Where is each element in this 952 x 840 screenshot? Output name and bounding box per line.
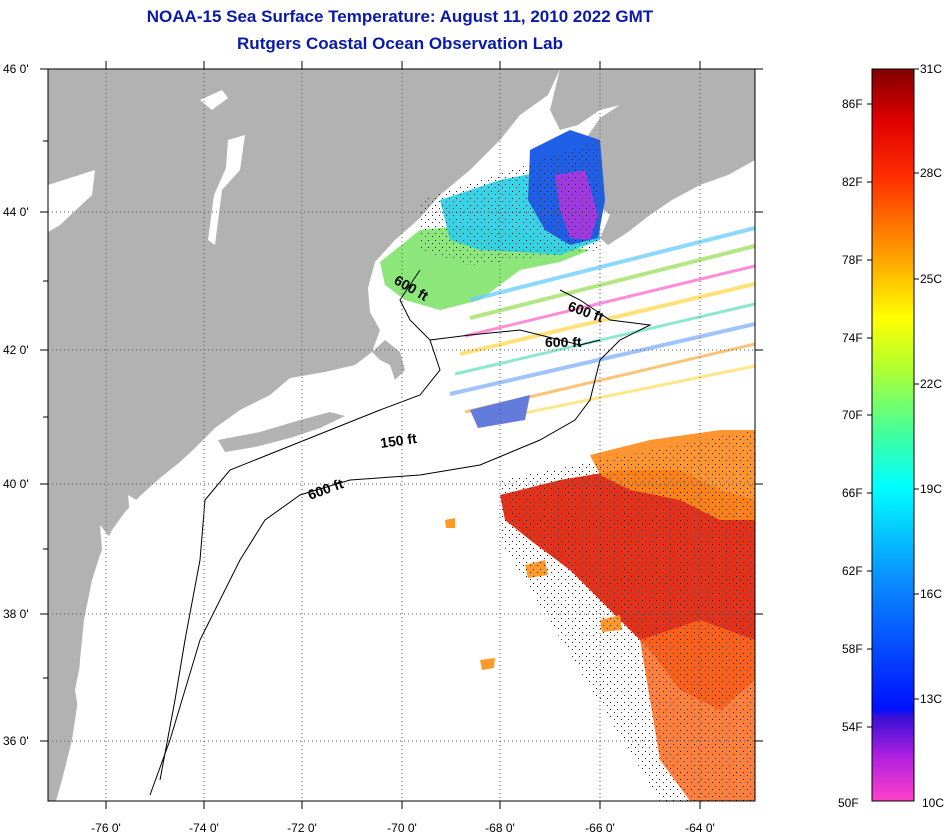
colorbar-f-label: 86F bbox=[842, 97, 863, 111]
colorbar-c-label: 16C bbox=[920, 587, 942, 601]
colorbar-c-label: 10C bbox=[922, 796, 944, 810]
colorbar-c-label: 25C bbox=[920, 272, 942, 286]
lon-label: -76 0' bbox=[91, 821, 121, 835]
lat-label: 42 0' bbox=[3, 343, 29, 357]
chesapeake-bay bbox=[75, 525, 112, 720]
colorbar bbox=[871, 68, 915, 802]
colorbar-f-label: 70F bbox=[842, 408, 863, 422]
bathymetry-contours bbox=[149, 269, 652, 796]
map-subtitle: Rutgers Coastal Ocean Observation Lab bbox=[237, 34, 563, 53]
colorbar-c-label: 19C bbox=[920, 482, 942, 496]
sst-speckle bbox=[420, 140, 600, 265]
colorbar-f-label: 74F bbox=[842, 331, 863, 345]
contour-label: 600 ft bbox=[545, 334, 582, 350]
land-us-mainland bbox=[48, 69, 560, 801]
lat-label: 38 0' bbox=[3, 607, 29, 621]
colorbar-f-label: 54F bbox=[842, 720, 863, 734]
land-long-island bbox=[218, 412, 345, 452]
lon-label: -74 0' bbox=[189, 821, 219, 835]
contour-label: 150 ft bbox=[379, 430, 418, 451]
lon-label: -70 0' bbox=[387, 821, 417, 835]
sst-warm-speckle bbox=[500, 430, 755, 801]
lon-label: -66 0' bbox=[585, 821, 615, 835]
axis-ticks bbox=[40, 61, 763, 809]
sst-swath-streaks bbox=[449, 226, 755, 428]
lat-label: 40 0' bbox=[3, 477, 29, 491]
colorbar-f-label: 82F bbox=[842, 175, 863, 189]
lat-label: 44 0' bbox=[3, 205, 29, 219]
delaware-bay bbox=[128, 495, 145, 525]
lat-label: 36 0' bbox=[3, 734, 29, 748]
colorbar-f-label: 58F bbox=[842, 642, 863, 656]
lat-label: 46 0' bbox=[3, 62, 29, 76]
map-title: NOAA-15 Sea Surface Temperature: August … bbox=[146, 7, 654, 26]
colorbar-c-label: 31C bbox=[920, 62, 942, 76]
lon-label: -72 0' bbox=[287, 821, 317, 835]
lon-label: -64 0' bbox=[685, 821, 715, 835]
lake-3 bbox=[48, 170, 95, 232]
colorbar-c-label: 28C bbox=[920, 166, 942, 180]
lake-2 bbox=[208, 135, 245, 245]
colorbar-f-label: 66F bbox=[842, 486, 863, 500]
colorbar-c-label: 13C bbox=[920, 692, 942, 706]
colorbar-f-label: 50F bbox=[838, 796, 859, 810]
colorbar-c-label: 22C bbox=[920, 377, 942, 391]
colorbar-f-label: 78F bbox=[842, 253, 863, 267]
colorbar-ticks bbox=[867, 68, 919, 728]
colorbar-f-label: 62F bbox=[842, 564, 863, 578]
lake-1 bbox=[200, 90, 228, 110]
lon-label: -68 0' bbox=[485, 821, 515, 835]
